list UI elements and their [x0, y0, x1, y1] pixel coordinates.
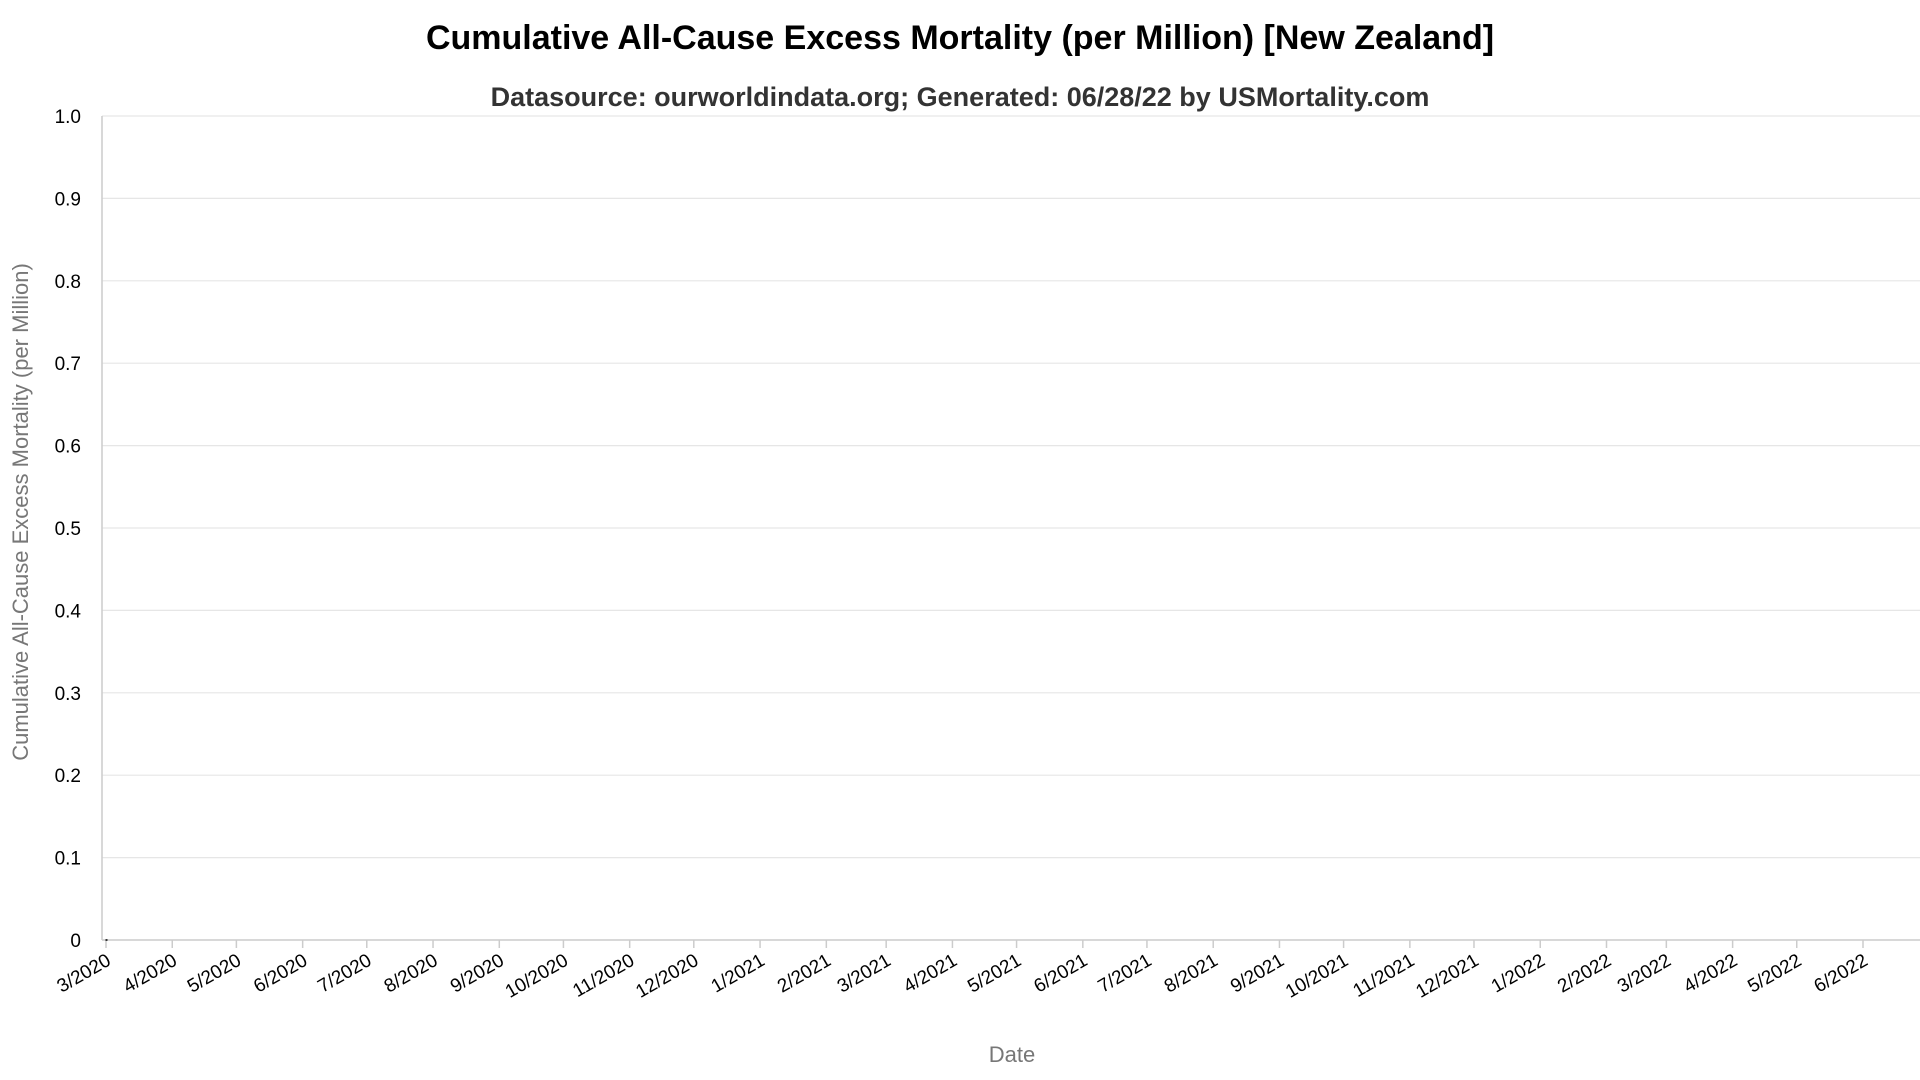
y-tick-label: 0.6: [55, 437, 81, 458]
y-tick-label: 1.0: [55, 107, 81, 128]
x-tick-label: 6/2020: [250, 950, 311, 997]
x-axis-ticks: 3/2020 4/2020 5/2020 6/2020 7/2020 8/2020 9/20…: [54, 940, 1872, 1003]
x-tick-label: 4/2021: [900, 950, 961, 997]
x-tick-label: 11/2020: [569, 950, 638, 1002]
x-tick-label: 5/2022: [1744, 950, 1805, 997]
x-tick-label: 2/2022: [1554, 950, 1615, 997]
x-tick-label: 12/2021: [1412, 950, 1482, 1003]
x-tick-label: 3/2020: [54, 950, 115, 997]
chart-subtitle: Datasource: ourworldindata.org; Generate…: [491, 82, 1430, 112]
y-tick-label: 0.2: [55, 766, 81, 787]
x-tick-label: 8/2020: [381, 950, 442, 997]
x-tick-label: 1/2022: [1488, 950, 1549, 997]
y-tick-label: 0.3: [55, 684, 81, 705]
x-tick-label: 10/2020: [502, 950, 572, 1003]
x-tick-label: 9/2021: [1227, 950, 1288, 997]
x-tick-label: 5/2020: [184, 950, 245, 997]
y-tick-label: 0.7: [55, 354, 81, 375]
y-tick-label: 0.9: [55, 189, 81, 210]
x-tick-label: 3/2021: [834, 950, 895, 997]
x-tick-label: 9/2020: [447, 950, 508, 997]
x-tick-label: 1/2021: [708, 950, 769, 997]
y-tick-label: 0: [70, 931, 81, 952]
gridlines: [102, 115, 1920, 859]
x-tick-label: 12/2020: [632, 950, 702, 1003]
x-tick-label: 4/2022: [1680, 950, 1741, 997]
x-tick-label: 5/2021: [964, 950, 1025, 997]
y-axis-title: Cumulative All-Cause Excess Mortality (p…: [8, 263, 33, 761]
axes: [101, 116, 1920, 941]
y-tick-label: 0.5: [55, 519, 81, 540]
x-tick-label: 10/2021: [1282, 950, 1352, 1003]
y-tick-label: 0.4: [55, 601, 82, 622]
y-tick-label: 0.8: [55, 272, 81, 293]
x-tick-label: 4/2020: [120, 950, 181, 997]
x-tick-label: 6/2021: [1030, 950, 1091, 997]
y-axis-ticks: 0 0.1 0.2 0.3 0.4 0.5 0.6 0.7 0.8 0.9 1.0: [55, 107, 82, 952]
x-tick-label: 7/2020: [314, 950, 375, 997]
x-tick-label: 6/2022: [1811, 950, 1872, 997]
x-tick-label: 11/2021: [1350, 950, 1419, 1002]
x-tick-label: 8/2021: [1161, 950, 1222, 997]
x-axis-title: Date: [989, 1042, 1035, 1067]
x-tick-label: 7/2021: [1095, 950, 1156, 997]
chart-title: Cumulative All-Cause Excess Mortality (p…: [426, 19, 1494, 57]
y-tick-label: 0.1: [55, 849, 81, 870]
x-tick-label: 2/2021: [774, 950, 835, 997]
x-tick-label: 3/2022: [1614, 950, 1675, 997]
